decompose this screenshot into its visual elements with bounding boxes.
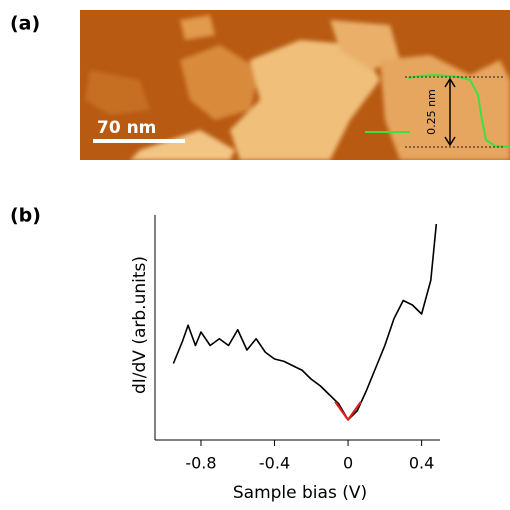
scale-label: 70 nm <box>97 118 156 138</box>
arrow-heads <box>444 77 456 147</box>
x-tick-label: 0.4 <box>409 454 434 473</box>
line-series <box>334 401 362 421</box>
panel-label: (b) <box>10 205 41 227</box>
y-axis-label: dI/dV (arb.units) <box>130 256 150 394</box>
x-tick-label: -0.8 <box>185 454 216 473</box>
panel-label: (a) <box>10 13 40 35</box>
x-tick-label: -0.4 <box>259 454 290 473</box>
line-series <box>172 223 438 421</box>
x-axis-label: Sample bias (V) <box>233 483 367 503</box>
scale-bar <box>93 139 185 143</box>
step-height-label: 0.25 nm <box>425 89 438 135</box>
stm-image: 70 nm 0.25 nm <box>80 10 510 160</box>
plot: -0.8 -0.4 0 0.4 Sample bias (V) dI/dV (arb.un… <box>130 215 440 503</box>
height-profile <box>407 73 510 148</box>
x-tick-label: 0 <box>343 454 353 473</box>
